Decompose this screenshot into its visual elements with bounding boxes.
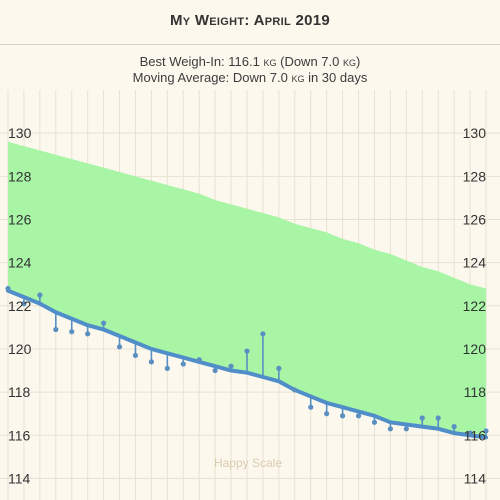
best-mid: (Down <box>276 54 322 69</box>
y-tick-label-left: 126 <box>8 211 32 227</box>
weigh-in-point <box>196 357 202 363</box>
best-unit-2: kg <box>343 54 357 69</box>
weigh-in-point <box>292 387 298 393</box>
best-prefix: Best Weigh-In: <box>139 54 229 69</box>
weigh-in-point <box>483 428 489 434</box>
y-axis-right: 114 116 118 120 122 124 126 128 130 <box>463 125 487 486</box>
y-tick-label-left: 122 <box>8 298 32 314</box>
weigh-in-point <box>116 344 123 350</box>
weigh-in-points <box>5 285 489 436</box>
weigh-in-point <box>244 348 250 354</box>
weigh-in-point <box>435 415 441 421</box>
weigh-in-point <box>69 329 75 335</box>
y-tick-label-right: 116 <box>464 427 487 443</box>
weigh-in-point <box>148 359 154 365</box>
weigh-in-point <box>340 413 346 419</box>
weigh-in-point <box>308 404 314 410</box>
weigh-in-point <box>180 361 186 367</box>
weigh-in-point <box>53 326 59 333</box>
y-tick-label-right: 130 <box>463 125 487 141</box>
best-unit: kg <box>263 54 277 69</box>
y-tick-label-left: 128 <box>8 168 32 184</box>
weigh-in-point <box>132 352 139 359</box>
best-change: 7.0 <box>321 54 340 69</box>
y-tick-label-left: 116 <box>8 427 31 443</box>
avg-suffix: in 30 days <box>304 70 368 85</box>
weigh-in-point <box>5 285 11 292</box>
best-value: 116.1 <box>228 54 260 69</box>
goal-band <box>8 141 486 438</box>
y-tick-label-right: 122 <box>463 298 487 314</box>
page-title: My Weight: April 2019 <box>169 12 331 29</box>
weigh-in-point <box>451 424 457 430</box>
weigh-in-point <box>419 415 425 421</box>
y-tick-label-left: 114 <box>8 470 31 486</box>
weight-chart[interactable]: 114 116 118 120 122 124 126 128 130 114 116 118 120… <box>0 90 500 500</box>
weigh-in-point <box>21 301 27 307</box>
y-tick-label-right: 126 <box>463 211 487 227</box>
moving-average-line: Moving Average: Down 7.0 kg in 30 days <box>0 70 500 86</box>
y-axis-left: 114 116 118 120 122 124 126 128 130 <box>8 125 32 486</box>
weigh-in-point <box>324 411 330 417</box>
watermark: Happy Scale <box>214 456 282 470</box>
weigh-in-point <box>37 292 43 298</box>
weigh-in-point <box>355 413 362 419</box>
weigh-in-point <box>276 365 282 371</box>
avg-prefix: Moving Average: Down <box>132 70 270 85</box>
header-bar: My Weight: April 2019 <box>0 0 500 45</box>
y-tick-label-right: 120 <box>463 341 487 357</box>
y-tick-label-right: 114 <box>464 470 487 486</box>
weigh-in-point <box>164 365 170 371</box>
best-weigh-in-line: Best Weigh-In: 116.1 kg (Down 7.0 kg) <box>0 54 500 70</box>
y-tick-label-right: 128 <box>463 168 487 184</box>
weigh-in-point <box>387 426 393 432</box>
y-tick-label-left: 124 <box>8 255 32 271</box>
y-tick-label-right: 124 <box>463 255 487 271</box>
best-suffix: ) <box>356 54 361 69</box>
weigh-in-point <box>212 367 218 374</box>
weigh-in-point <box>403 426 409 432</box>
weigh-in-point <box>228 363 234 369</box>
weigh-in-point <box>85 331 91 337</box>
weigh-in-point <box>371 419 378 425</box>
trend-line <box>6 288 488 440</box>
avg-unit: kg <box>291 70 305 85</box>
avg-change: 7.0 <box>269 70 288 85</box>
y-tick-label-left: 130 <box>8 125 32 141</box>
y-tick-label-left: 120 <box>8 341 32 357</box>
y-tick-label-right: 118 <box>464 384 487 400</box>
weigh-in-point <box>101 320 107 326</box>
y-tick-label-left: 118 <box>8 384 31 400</box>
weigh-in-point <box>260 331 266 337</box>
weigh-in-point <box>467 430 473 436</box>
summary-panel: Best Weigh-In: 116.1 kg (Down 7.0 kg) Mo… <box>0 54 500 86</box>
